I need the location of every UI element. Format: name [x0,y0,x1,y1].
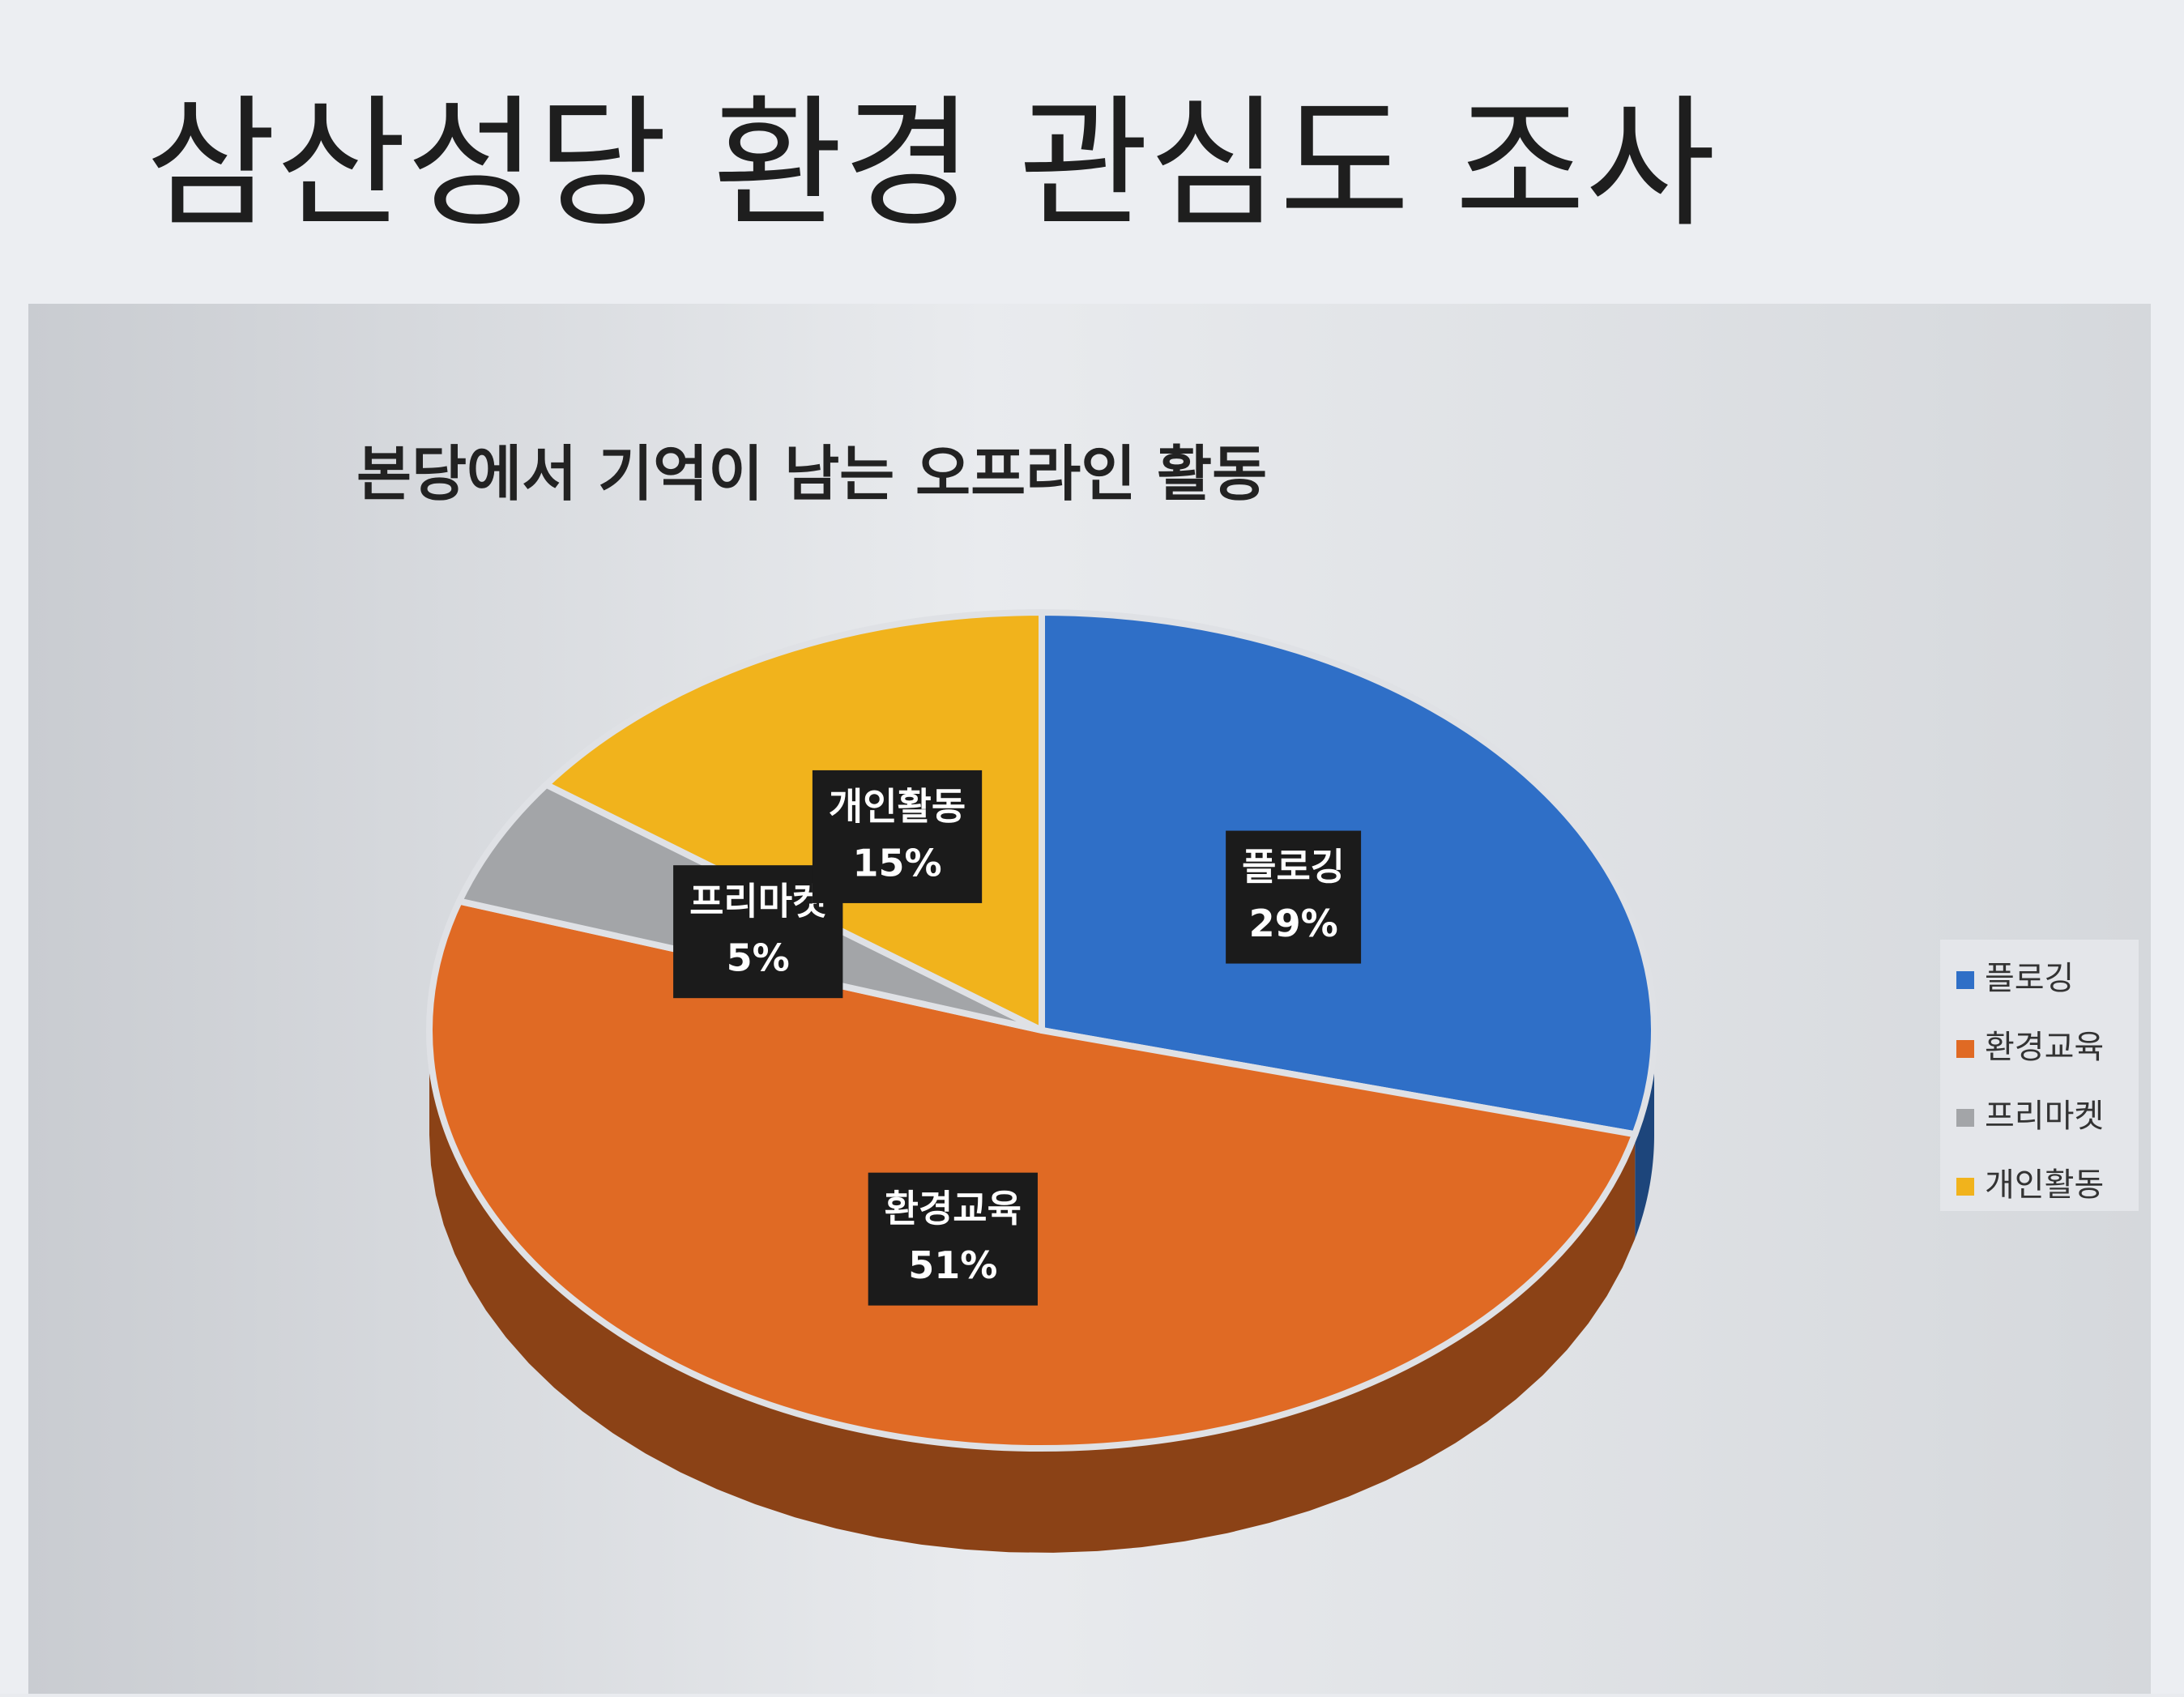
chart-title: 본당에서 기억이 남는 오프라인 활동 [356,440,1267,510]
data-label-box [812,770,983,903]
legend-label: 프리마켓 [1985,1098,2104,1135]
data-label-box [868,1172,1038,1306]
data-labels: 플로깅 29% 환경교육 51% 프리마켓 5% 개인활동 15% [673,770,1362,1306]
slice-side [1635,1030,1654,1239]
slice [543,609,1045,1034]
data-label-category: 환경교육 [885,1187,1022,1230]
legend-swatch [1956,1040,1974,1058]
data-label-value: 15% [852,841,941,885]
data-label-value: 51% [908,1243,997,1287]
data-label-box [1226,830,1362,964]
pie [426,609,1657,1553]
data-label-value: 29% [1249,902,1338,945]
legend-label: 개인활동 [1985,1166,2104,1204]
legend-label: 플로깅 [1985,960,2074,997]
legend-label: 환경교육 [1985,1029,2104,1066]
data-label-category: 프리마켓 [689,880,826,923]
legend-swatch [1956,1109,1974,1127]
data-label-category: 개인활동 [829,784,966,828]
legend-swatch [1956,971,1974,989]
data-label-category: 플로깅 [1242,845,1345,889]
slide-title: 삼산성당 환경 관심도 조사 [146,83,1716,247]
data-label-value: 5% [727,936,790,980]
slice-side [429,1030,1636,1553]
legend-swatch [1956,1178,1974,1196]
